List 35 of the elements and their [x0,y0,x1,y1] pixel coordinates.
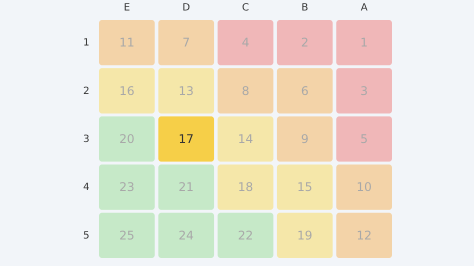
data-label: 24 [178,228,194,242]
data-label: 16 [119,84,135,98]
data-label: 2 [300,36,309,50]
data-label: 9 [300,132,309,146]
data-label: 5 [360,132,368,146]
data-label: 14 [238,132,254,146]
x-tick-label: C [242,2,250,14]
x-tick-label: A [360,2,368,14]
data-label: 15 [297,180,312,194]
y-tick-label: 2 [83,86,90,97]
x-tick-label: D [182,2,190,14]
data-label: 6 [300,84,309,98]
data-label: 3 [360,84,368,98]
data-label: 25 [119,228,135,242]
x-tick-label: B [301,2,308,14]
x-tick-label: E [124,2,130,14]
data-label: 8 [242,84,250,98]
y-tick-label: 4 [83,182,90,194]
y-tick-label: 5 [83,230,90,242]
data-label: 4 [242,36,250,50]
data-label: 22 [238,228,254,242]
data-label: 7 [182,36,190,50]
y-tick-label: 3 [83,134,90,145]
data-label: 23 [119,180,135,194]
data-label: 11 [119,36,135,50]
data-label: 13 [178,84,194,98]
data-label: 19 [297,228,312,242]
data-label: 20 [119,132,135,146]
data-label: 21 [178,180,194,194]
data-label: 1 [360,36,368,50]
data-label: 17 [178,132,194,146]
data-label: 18 [238,180,254,194]
data-label: 10 [356,180,372,194]
data-label: 12 [356,228,372,242]
y-tick-label: 1 [83,38,90,49]
